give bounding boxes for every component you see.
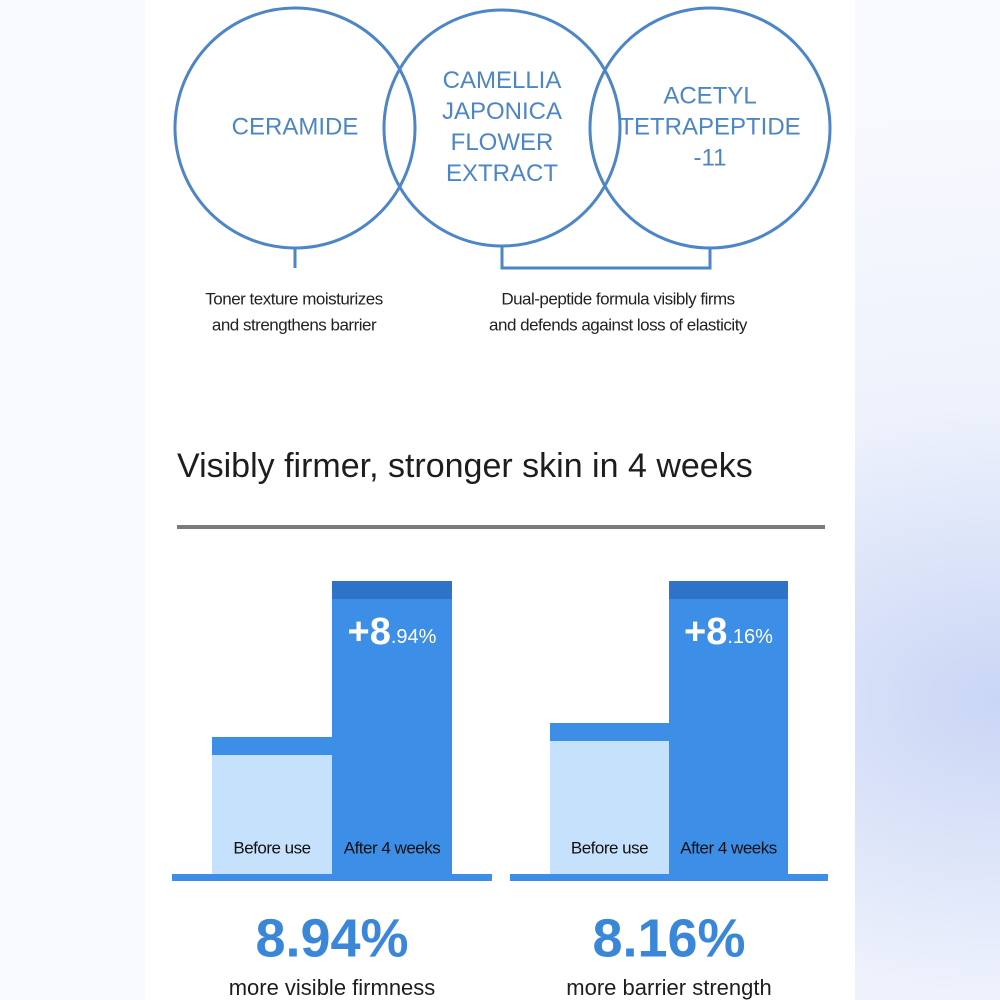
caption: and defends against loss of elasticity	[489, 315, 748, 334]
figure: 8.94%	[255, 908, 408, 968]
description: more visible firmness	[229, 975, 436, 1000]
increase-main: +8	[348, 611, 391, 653]
after-bar-cap	[669, 581, 788, 599]
ingredient-label: JAPONICA	[442, 98, 562, 125]
caption: Toner texture moisturizes	[205, 289, 382, 308]
after-bar-cap	[332, 581, 452, 599]
heading: Visibly firmer, stronger skin in 4 weeks	[177, 447, 753, 485]
before-label: Before use	[233, 838, 310, 857]
ingredient-label: FLOWER	[451, 129, 554, 156]
bracket	[500, 246, 712, 270]
baseline	[172, 874, 492, 881]
increase-decimal: .94%	[391, 626, 437, 648]
venn	[173, 6, 832, 270]
ingredient-label: CERAMIDE	[232, 113, 359, 140]
ingredient-label: CAMELLIA	[443, 67, 562, 94]
after-bar	[669, 581, 788, 877]
before-bar-cap	[212, 737, 332, 755]
after-bar	[332, 581, 452, 877]
before-bar	[550, 723, 669, 877]
after-label: After 4 weeks	[344, 838, 441, 857]
increase-decimal: .16%	[727, 626, 773, 648]
figure: 8.16%	[592, 908, 745, 968]
ingredient-label: EXTRACT	[446, 160, 558, 187]
increase: +8.94%	[348, 611, 437, 653]
after-label: After 4 weeks	[680, 838, 777, 857]
baseline	[510, 874, 828, 881]
ingredient-label: ACETYL	[663, 82, 756, 109]
increase: +8.16%	[684, 611, 773, 653]
increase-main: +8	[684, 611, 727, 653]
before-label: Before use	[571, 838, 648, 857]
before-bar	[212, 737, 332, 877]
description: more barrier strength	[566, 975, 771, 1000]
caption: Dual-peptide formula visibly firms	[501, 289, 734, 308]
ingredient-label: TETRAPEPTIDE	[619, 113, 800, 140]
caption: and strengthens barrier	[212, 315, 377, 334]
before-bar-cap	[550, 723, 669, 741]
ingredient-label: -11	[694, 144, 727, 171]
